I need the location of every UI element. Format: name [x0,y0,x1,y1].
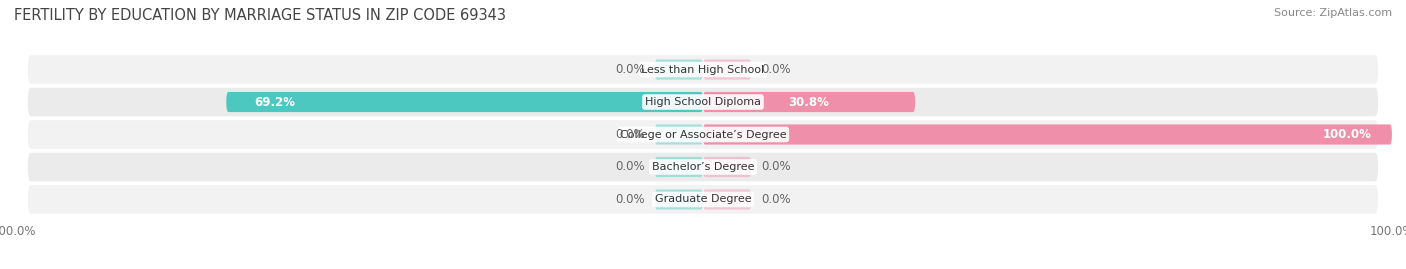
FancyBboxPatch shape [28,120,1378,149]
FancyBboxPatch shape [28,185,1378,214]
FancyBboxPatch shape [703,189,751,210]
Text: Less than High School: Less than High School [641,65,765,75]
FancyBboxPatch shape [655,189,703,210]
FancyBboxPatch shape [28,153,1378,181]
Text: 0.0%: 0.0% [762,63,792,76]
Text: College or Associate’s Degree: College or Associate’s Degree [620,129,786,140]
FancyBboxPatch shape [226,92,703,112]
Text: 0.0%: 0.0% [762,193,792,206]
Text: High School Diploma: High School Diploma [645,97,761,107]
Text: Bachelor’s Degree: Bachelor’s Degree [652,162,754,172]
FancyBboxPatch shape [655,125,703,144]
FancyBboxPatch shape [703,157,751,177]
Text: 0.0%: 0.0% [614,63,644,76]
FancyBboxPatch shape [28,88,1378,116]
Text: 100.0%: 100.0% [1323,128,1371,141]
FancyBboxPatch shape [703,92,915,112]
Text: 0.0%: 0.0% [762,161,792,174]
Text: 0.0%: 0.0% [614,128,644,141]
Text: 0.0%: 0.0% [614,161,644,174]
Text: 30.8%: 30.8% [789,95,830,108]
Text: 69.2%: 69.2% [254,95,295,108]
FancyBboxPatch shape [655,157,703,177]
Text: FERTILITY BY EDUCATION BY MARRIAGE STATUS IN ZIP CODE 69343: FERTILITY BY EDUCATION BY MARRIAGE STATU… [14,8,506,23]
FancyBboxPatch shape [703,59,751,80]
FancyBboxPatch shape [28,55,1378,84]
FancyBboxPatch shape [703,125,1392,144]
Text: 0.0%: 0.0% [614,193,644,206]
Text: Source: ZipAtlas.com: Source: ZipAtlas.com [1274,8,1392,18]
FancyBboxPatch shape [655,59,703,80]
Text: Graduate Degree: Graduate Degree [655,194,751,204]
